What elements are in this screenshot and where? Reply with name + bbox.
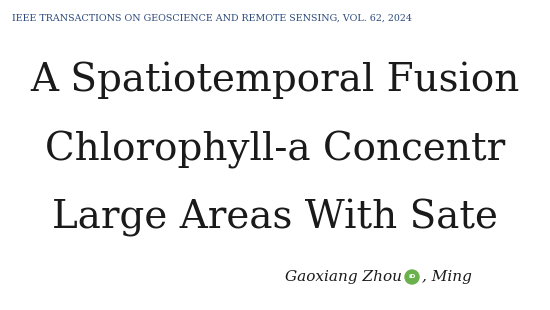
Circle shape: [405, 270, 419, 284]
Text: IEEE TRANSACTIONS ON GEOSCIENCE AND REMOTE SENSING, VOL. 62, 2024: IEEE TRANSACTIONS ON GEOSCIENCE AND REMO…: [12, 14, 412, 23]
Text: Gaoxiang Zhou: Gaoxiang Zhou: [285, 270, 402, 284]
Text: iD: iD: [408, 274, 416, 280]
Text: , Ming: , Ming: [422, 270, 472, 284]
Text: A Spatiotemporal Fusion: A Spatiotemporal Fusion: [30, 61, 520, 99]
Text: Chlorophyll-a Concentr: Chlorophyll-a Concentr: [45, 131, 505, 169]
Text: Large Areas With Sate: Large Areas With Sate: [52, 199, 498, 237]
